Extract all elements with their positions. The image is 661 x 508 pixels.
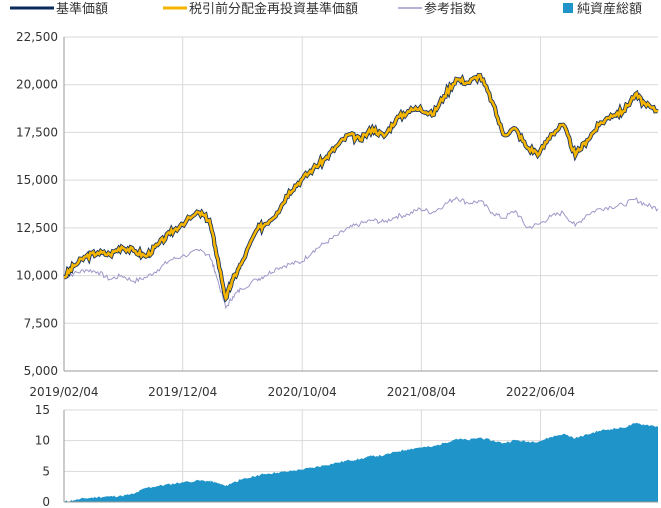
y-tick-label: 5,000 xyxy=(24,364,58,378)
y-tick-label: 15 xyxy=(35,403,50,417)
legend-item: 基準価額 xyxy=(10,1,108,17)
y-tick-label: 17,500 xyxy=(16,125,58,139)
y-tick-label: 0 xyxy=(42,495,50,508)
y-tick-label: 5 xyxy=(42,464,50,478)
legend-label: 純資産総額 xyxy=(577,1,642,17)
series-line-reference-index xyxy=(63,196,659,310)
series-area-net-assets xyxy=(64,422,658,502)
legend-label: 基準価額 xyxy=(56,1,108,17)
x-tick-label: 2019/02/04 xyxy=(29,385,98,399)
y-tick-label: 12,500 xyxy=(16,221,58,235)
legend-label: 参考指数 xyxy=(424,1,476,17)
y-tick-label: 22,500 xyxy=(16,30,58,44)
y-tick-label: 7,500 xyxy=(24,316,58,330)
y-tick-label: 20,000 xyxy=(16,78,58,92)
y-tick-label: 10,000 xyxy=(16,269,58,283)
x-tick-label: 2022/06/04 xyxy=(506,385,575,399)
legend-item: 純資産総額 xyxy=(563,1,642,17)
legend-item: 参考指数 xyxy=(398,1,476,17)
legend-label: 税引前分配金再投資基準価額 xyxy=(189,1,358,17)
series-line-reinvested-nav xyxy=(63,73,659,302)
y-tick-label: 15,000 xyxy=(16,173,58,187)
y-tick-label: 10 xyxy=(35,434,50,448)
main-grid: 22,500 20,000 17,500 15,000 12,500 10,000 7,50… xyxy=(16,30,658,399)
x-tick-label: 2021/08/04 xyxy=(387,385,456,399)
legend-swatch xyxy=(563,3,573,13)
x-tick-label: 2019/12/04 xyxy=(148,385,217,399)
legend-item: 税引前分配金再投資基準価額 xyxy=(163,1,358,17)
main-series xyxy=(63,73,659,310)
series-line-nav xyxy=(63,73,659,303)
x-tick-label: 2020/10/04 xyxy=(268,385,337,399)
